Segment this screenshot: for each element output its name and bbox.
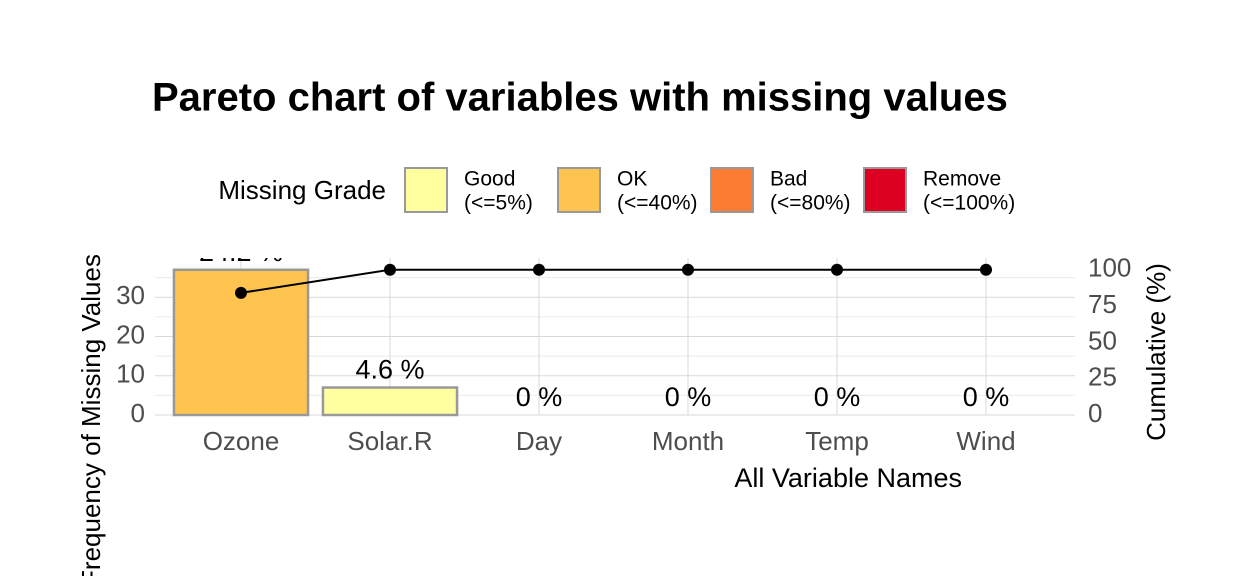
legend-range: (<=80%) xyxy=(770,192,851,215)
cumulative-point xyxy=(831,263,843,276)
cumulative-point xyxy=(384,263,396,276)
y2-tick-label: 25 xyxy=(1088,362,1117,392)
x-tick-label: Solar.R xyxy=(347,426,432,456)
cumulative-line xyxy=(240,268,986,294)
legend-range: (<=5%) xyxy=(464,192,533,215)
x-axis-title: All Variable Names xyxy=(734,463,962,493)
legend-swatch xyxy=(863,167,907,213)
legend-swatch xyxy=(404,167,448,213)
legend-title: Missing Grade xyxy=(218,175,386,205)
x-tick-label: Month xyxy=(652,426,724,456)
percent-label: 0 % xyxy=(516,382,563,412)
legend-swatch xyxy=(710,167,754,213)
percent-label: 24.2 % xyxy=(199,237,283,267)
y2-tick-label: 75 xyxy=(1088,289,1117,319)
plot-area: 24.2 % 4.6 % 0 % 0 % 0 % 0 % xyxy=(155,237,1075,417)
percent-label: 4.6 % xyxy=(355,355,424,385)
cumulative-point xyxy=(682,263,694,276)
percent-label: 0 % xyxy=(814,382,861,412)
y2-tick-label: 50 xyxy=(1088,325,1117,355)
x-tick-label: Ozone xyxy=(203,426,280,456)
x-tick-label: Temp xyxy=(805,426,869,456)
legend-label: OK xyxy=(617,168,647,191)
chart-title: Pareto chart of variables with missing v… xyxy=(152,76,1008,120)
x-tick-label: Day xyxy=(516,426,562,456)
legend-range: (<=40%) xyxy=(617,192,698,215)
legend-range: (<=100%) xyxy=(923,192,1015,215)
y-tick-label: 30 xyxy=(116,280,145,310)
cumulative-point xyxy=(533,263,545,276)
legend-label: Bad xyxy=(770,168,807,191)
y-tick-label: 20 xyxy=(116,319,145,349)
y2-tick-label: 0 xyxy=(1088,398,1102,428)
y2-tick-label: 100 xyxy=(1088,253,1131,283)
y2-axis-title: Cumulative (%) xyxy=(1141,263,1171,441)
bar xyxy=(321,386,459,417)
y-tick-label: 10 xyxy=(116,359,145,389)
cumulative-point xyxy=(980,263,992,276)
percent-label: 0 % xyxy=(963,382,1010,412)
y-tick-label: 0 xyxy=(131,398,145,428)
legend-label: Good xyxy=(464,168,515,191)
y-axis-title: Frequency of Missing Values xyxy=(76,254,106,576)
legend-label: Remove xyxy=(923,168,1001,191)
x-tick-label: Wind xyxy=(956,426,1015,456)
legend-swatch xyxy=(557,167,601,213)
percent-label: 0 % xyxy=(665,382,712,412)
cumulative-point xyxy=(235,286,247,299)
